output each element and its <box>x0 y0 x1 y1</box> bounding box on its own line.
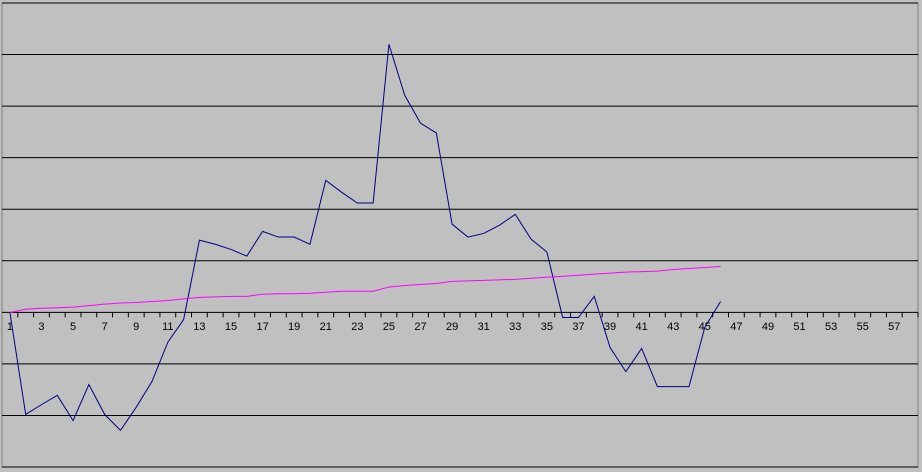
series-line <box>9 44 722 432</box>
x-tick-label: 33 <box>509 321 521 333</box>
x-tick-label: 43 <box>667 321 679 333</box>
x-tick-label: 9 <box>133 321 139 333</box>
x-tick-label: 47 <box>730 321 742 333</box>
x-tick-label: 55 <box>857 321 869 333</box>
x-tick-label: 53 <box>825 321 837 333</box>
x-tick-label: 23 <box>351 321 363 333</box>
x-tick-label: 39 <box>604 321 616 333</box>
x-tick-label: 25 <box>383 321 395 333</box>
x-tick-label: 57 <box>888 321 900 333</box>
x-tick-label: 21 <box>320 321 332 333</box>
x-tick-label: 27 <box>414 321 426 333</box>
x-tick-label: 17 <box>256 321 268 333</box>
x-tick-label: 7 <box>102 321 108 333</box>
x-tick-label: 37 <box>572 321 584 333</box>
series-line <box>9 265 721 313</box>
x-tick-label: 19 <box>288 321 300 333</box>
x-tick-label: 49 <box>762 321 774 333</box>
x-tick-label: 51 <box>793 321 805 333</box>
x-tick-label: 15 <box>225 321 237 333</box>
x-tick-label: 41 <box>635 321 647 333</box>
x-tick-label: 5 <box>70 321 76 333</box>
x-tick-label: 13 <box>193 321 205 333</box>
x-tick-label: 11 <box>162 321 173 333</box>
x-tick-label: 1 <box>7 321 13 333</box>
x-tick-label: 31 <box>478 321 490 333</box>
x-tick-label: 35 <box>541 321 553 333</box>
x-tick-label: 29 <box>446 321 458 333</box>
x-tick-label: 3 <box>38 321 44 333</box>
